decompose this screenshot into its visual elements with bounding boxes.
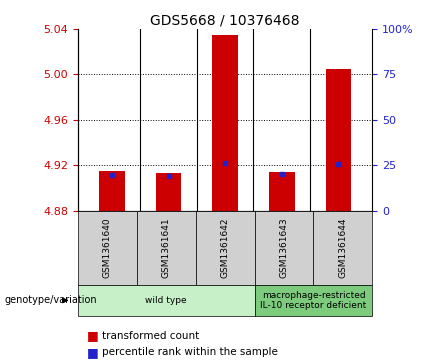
Text: transformed count: transformed count [102,331,199,341]
Bar [269,172,294,211]
Bar [326,69,351,211]
Title: GDS5668 / 10376468: GDS5668 / 10376468 [150,14,300,28]
Text: GSM1361640: GSM1361640 [103,217,112,278]
Text: ■: ■ [87,346,98,359]
Bar [99,171,125,211]
Text: genotype/variation: genotype/variation [4,295,97,305]
Text: percentile rank within the sample: percentile rank within the sample [102,347,278,357]
Bar [213,35,238,211]
Text: wild type: wild type [145,296,187,305]
Text: ■: ■ [87,329,98,342]
Text: GSM1361644: GSM1361644 [339,217,347,278]
Text: GSM1361643: GSM1361643 [280,217,288,278]
Text: macrophage-restricted
IL-10 receptor deficient: macrophage-restricted IL-10 receptor def… [260,291,367,310]
Text: GSM1361642: GSM1361642 [221,217,229,278]
Bar [156,173,181,211]
Text: GSM1361641: GSM1361641 [162,217,171,278]
